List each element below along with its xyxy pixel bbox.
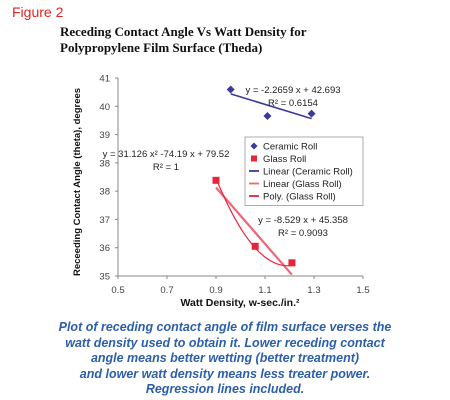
x-tick-label: 1.5	[356, 285, 369, 296]
x-tick-label: 1.1	[258, 285, 271, 296]
y-tick-label: 39	[99, 130, 110, 141]
legend-marker	[250, 142, 258, 150]
figure-label: Figure 2	[12, 4, 64, 20]
legend-label: Ceramic Roll	[263, 142, 317, 153]
y-tick-label: 38	[99, 187, 110, 198]
legend-box	[244, 136, 364, 206]
legend-label: Linear (Ceramic Roll)	[263, 167, 353, 178]
caption-line-2: watt density used to obtain it. Lower re…	[65, 335, 385, 350]
data-point-glass	[251, 242, 259, 250]
y-tick-label: 36	[99, 243, 110, 254]
data-point-glass	[288, 259, 296, 267]
regression-equation: R² = 0.9093	[278, 228, 328, 239]
y-tick-label: 37	[99, 215, 110, 226]
figure-caption: Plot of receding contact angle of film s…	[0, 320, 450, 398]
caption-line-3: angle means better wetting (better treat…	[90, 351, 360, 365]
fit-line	[230, 93, 312, 120]
caption-line-1: Plot of receding contact angle of film s…	[58, 320, 392, 334]
chart-title-line-1: Receding Contact Angle Vs Watt Density f…	[60, 24, 307, 39]
y-tick-label: 41	[99, 74, 110, 85]
caption-line-5: Regression lines included.	[145, 382, 305, 396]
scatter-chart: 35 36 37 38 38 39 40 41 0.5 0.7 0.9 1.1 1.3 1.5 Watt D…	[72, 74, 370, 310]
fit-line	[215, 186, 293, 276]
x-tick-label: 0.7	[160, 285, 173, 296]
chart-title: Receding Contact Angle Vs Watt Density f…	[60, 24, 390, 56]
x-tick-label: 0.9	[209, 285, 222, 296]
x-tick-label: 1.3	[307, 285, 320, 296]
regression-equation: y = -8.529 x + 45.358	[258, 215, 348, 226]
data-point-ceramic	[226, 85, 235, 94]
x-tick-label: 0.5	[111, 285, 124, 296]
y-tick-label: 40	[99, 102, 110, 113]
y-axis-label: Receeding Contact Angle (theta), degrees	[72, 88, 83, 276]
data-point-glass	[212, 176, 220, 184]
regression-equation: R² = 1	[153, 162, 179, 173]
data-point-ceramic	[307, 109, 316, 118]
data-point-ceramic	[263, 111, 272, 120]
x-axis-label: Watt Density, w-sec./in.²	[180, 297, 300, 309]
y-tick-label: 38	[99, 158, 110, 169]
regression-equation: y = 31.126 x² -74.19 x + 79.52	[103, 149, 230, 160]
y-tick-label: 35	[99, 272, 110, 283]
legend-label: Linear (Glass Roll)	[263, 179, 342, 190]
legend-label: Glass Roll	[263, 154, 306, 165]
legend-label: Poly. (Glass Roll)	[263, 192, 336, 203]
legend-marker	[251, 155, 257, 162]
chart-title-line-2: Polypropylene Film Surface (Theda)	[60, 40, 263, 55]
caption-line-4: and lower watt density means less treate…	[79, 366, 371, 381]
regression-equation: y = -2.2659 x + 42.693	[245, 85, 340, 96]
regression-equation: R² = 0.6154	[268, 98, 318, 109]
